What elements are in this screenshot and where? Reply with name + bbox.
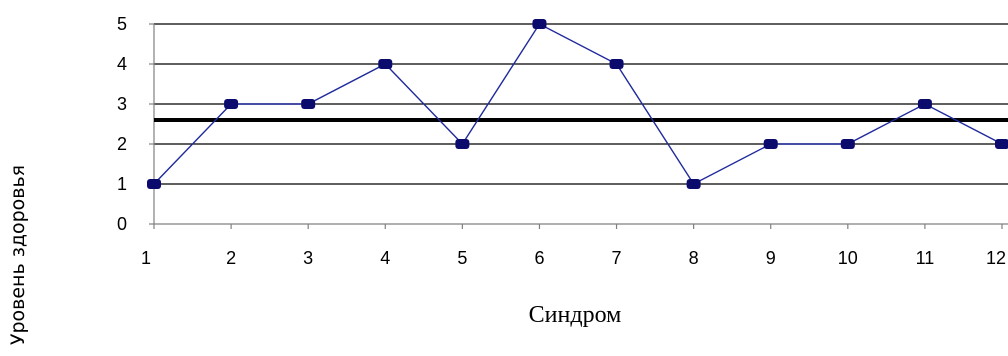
x-tick-label-10: 10: [838, 248, 858, 268]
y-tick-label-5: 5: [117, 14, 127, 34]
x-tick-label-9: 9: [766, 248, 776, 268]
data-point-10: [840, 139, 855, 149]
y-tick-label-4: 4: [117, 54, 127, 74]
data-point-5: [455, 139, 470, 149]
x-tick-label-4: 4: [380, 248, 390, 268]
x-tick-label-5: 5: [457, 248, 467, 268]
data-point-1: [147, 179, 161, 189]
series-line-0: [153, 23, 1003, 185]
data-point-4: [378, 59, 393, 69]
x-tick-label-6: 6: [534, 248, 544, 268]
y-tick-label-0: 0: [117, 214, 127, 234]
x-tick-label-3: 3: [303, 248, 313, 268]
x-tick-label-7: 7: [612, 248, 622, 268]
y-tick-label-2: 2: [117, 134, 127, 154]
x-axis-title: Синдром: [529, 302, 622, 328]
x-tick-label-8: 8: [689, 248, 699, 268]
x-tick-label-11: 11: [916, 248, 935, 268]
y-tick-labels: 0 1 2 3 4 5: [117, 14, 127, 234]
x-tick-label-12: 12: [986, 248, 1006, 268]
data-point-9: [763, 139, 778, 149]
axes: [149, 23, 1008, 229]
data-point-3: [301, 99, 316, 109]
series-layer: [147, 19, 1008, 189]
y-tick-label-3: 3: [117, 94, 127, 114]
x-tick-label-2: 2: [226, 248, 236, 268]
y-axis-title: Уровень здоровья: [7, 165, 29, 345]
data-point-2: [224, 99, 239, 109]
data-point-11: [917, 99, 932, 109]
data-point-6: [532, 19, 547, 29]
y-tick-label-1: 1: [117, 174, 127, 194]
x-tick-labels: 1 2 3 4 5 6 7 8 9 10 11 12: [141, 248, 1006, 268]
data-point-8: [686, 179, 701, 189]
x-tick-label-1: 1: [141, 248, 151, 268]
data-point-12: [995, 139, 1008, 149]
data-point-7: [609, 59, 624, 69]
